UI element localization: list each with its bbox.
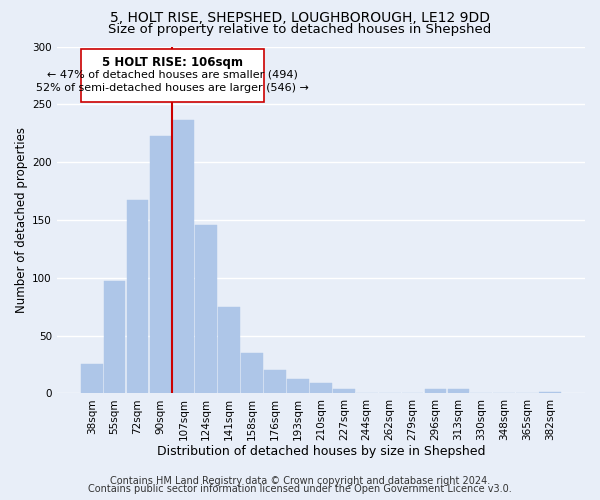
Bar — [218, 306, 240, 394]
Bar — [448, 388, 469, 394]
Text: 52% of semi-detached houses are larger (546) →: 52% of semi-detached houses are larger (… — [36, 84, 309, 94]
Text: Contains public sector information licensed under the Open Government Licence v3: Contains public sector information licen… — [88, 484, 512, 494]
FancyBboxPatch shape — [80, 49, 264, 102]
Bar — [104, 281, 125, 394]
Bar — [539, 392, 561, 394]
Bar — [149, 136, 172, 394]
Bar — [264, 370, 286, 394]
Y-axis label: Number of detached properties: Number of detached properties — [15, 127, 28, 313]
Bar — [241, 353, 263, 394]
Text: Contains HM Land Registry data © Crown copyright and database right 2024.: Contains HM Land Registry data © Crown c… — [110, 476, 490, 486]
Text: 5 HOLT RISE: 106sqm: 5 HOLT RISE: 106sqm — [102, 56, 243, 68]
Text: ← 47% of detached houses are smaller (494): ← 47% of detached houses are smaller (49… — [47, 70, 298, 80]
Bar — [333, 388, 355, 394]
Text: Size of property relative to detached houses in Shepshed: Size of property relative to detached ho… — [109, 22, 491, 36]
X-axis label: Distribution of detached houses by size in Shepshed: Distribution of detached houses by size … — [157, 444, 485, 458]
Bar — [310, 383, 332, 394]
Bar — [425, 388, 446, 394]
Bar — [287, 380, 309, 394]
Bar — [127, 200, 148, 394]
Bar — [81, 364, 103, 394]
Text: 5, HOLT RISE, SHEPSHED, LOUGHBOROUGH, LE12 9DD: 5, HOLT RISE, SHEPSHED, LOUGHBOROUGH, LE… — [110, 11, 490, 25]
Bar — [196, 224, 217, 394]
Bar — [172, 120, 194, 394]
